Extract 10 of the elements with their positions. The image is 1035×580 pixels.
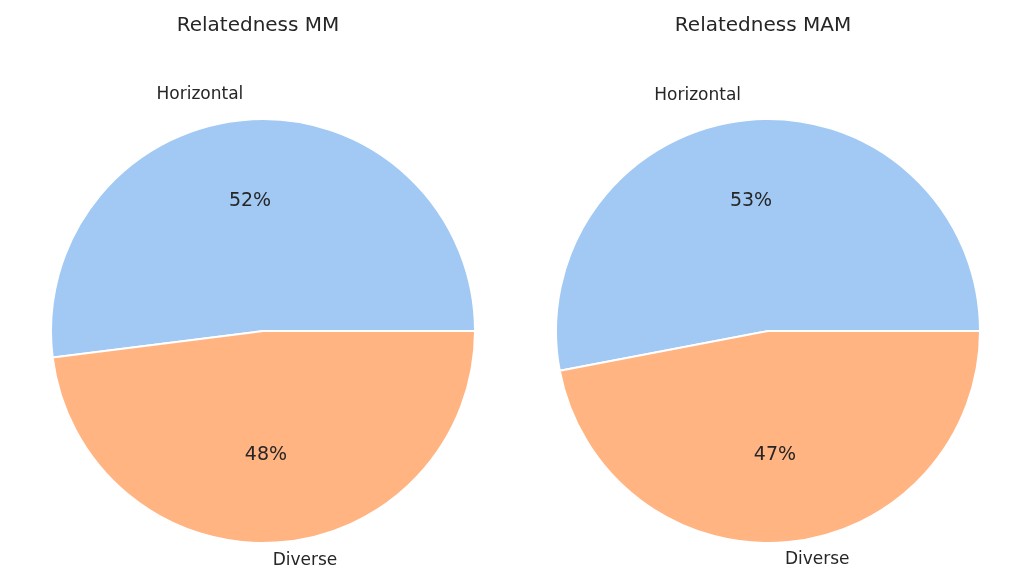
data-label: 47%: [753, 441, 797, 464]
slice-label: Diverse: [784, 548, 850, 569]
slice-label: Horizontal: [654, 83, 742, 104]
data-label: 48%: [244, 441, 288, 464]
chart-title: Relatedness MAM: [673, 12, 853, 36]
data-label: 52%: [228, 188, 272, 211]
chart-title: Relatedness MM: [175, 12, 341, 36]
slice-label: Horizontal: [156, 83, 244, 104]
data-label: 53%: [729, 188, 773, 211]
slice-label: Diverse: [272, 548, 338, 569]
